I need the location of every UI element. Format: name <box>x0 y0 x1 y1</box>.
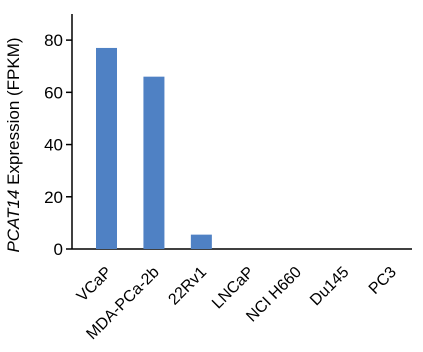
y-ticks: 0 20 40 60 80 <box>44 31 72 259</box>
x-tick-label: Du145 <box>307 264 352 309</box>
y-tick-label: 0 <box>54 240 63 259</box>
y-axis-title-rest: Expression (FPKM) <box>4 37 23 189</box>
bar-22rv1 <box>190 234 212 249</box>
x-tick-label: 22Rv1 <box>165 264 210 309</box>
y-axis-title: PCAT14 Expression (FPKM) <box>4 37 23 252</box>
axes <box>71 14 412 250</box>
y-axis-title-gene: PCAT14 <box>4 190 23 253</box>
y-tick-label: 80 <box>44 31 63 50</box>
bars <box>96 47 212 250</box>
y-tick-label: 20 <box>44 188 63 207</box>
x-tick-label: VCaP <box>74 264 116 306</box>
x-tick-label: PC3 <box>366 264 400 298</box>
x-tick-label: LNCaP <box>209 264 257 312</box>
y-tick-label: 40 <box>44 136 63 155</box>
bar-vcap <box>96 47 117 249</box>
y-tick-label: 60 <box>44 83 63 102</box>
bar-mda-pca-2b <box>143 76 165 250</box>
